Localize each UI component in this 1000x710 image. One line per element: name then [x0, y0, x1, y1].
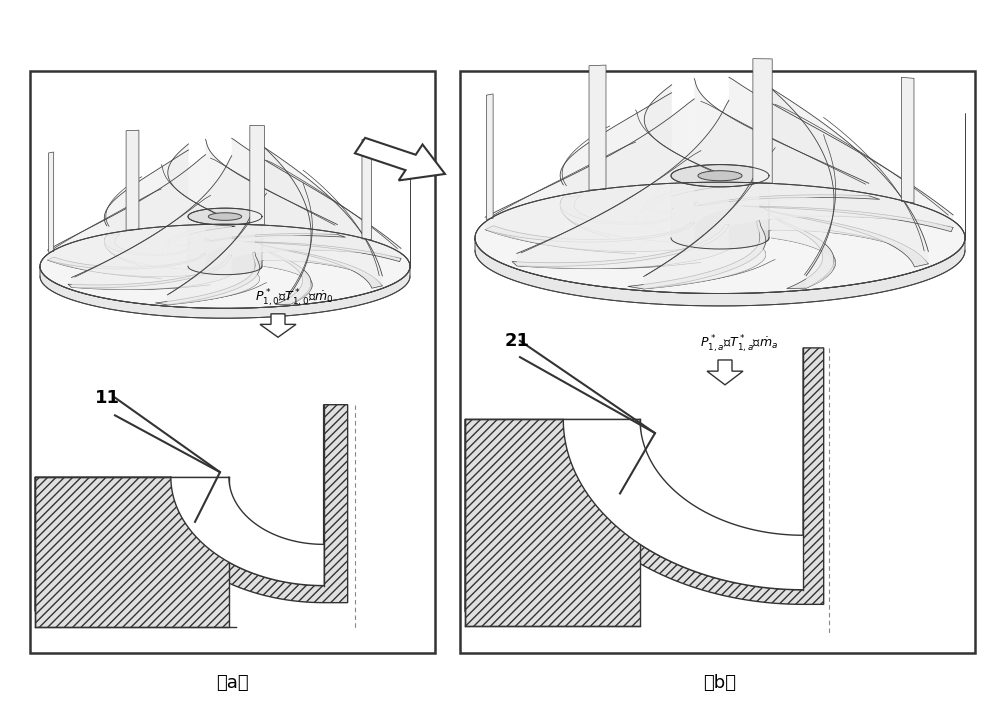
Polygon shape — [628, 221, 766, 289]
Polygon shape — [486, 94, 493, 219]
Polygon shape — [589, 65, 606, 190]
Polygon shape — [362, 139, 371, 239]
Polygon shape — [35, 477, 229, 626]
Polygon shape — [206, 139, 337, 258]
Polygon shape — [48, 253, 206, 269]
Polygon shape — [48, 155, 206, 276]
Polygon shape — [126, 130, 139, 230]
Polygon shape — [698, 170, 742, 181]
Polygon shape — [465, 348, 824, 611]
Polygon shape — [671, 175, 769, 249]
Polygon shape — [40, 224, 410, 308]
Bar — [460, 71, 975, 653]
Polygon shape — [168, 226, 235, 246]
Polygon shape — [563, 420, 803, 590]
Polygon shape — [206, 234, 346, 241]
Polygon shape — [40, 266, 410, 318]
Polygon shape — [475, 238, 965, 306]
Polygon shape — [512, 224, 729, 266]
Polygon shape — [759, 205, 928, 267]
Polygon shape — [232, 138, 401, 258]
Polygon shape — [694, 79, 869, 228]
Polygon shape — [475, 182, 965, 293]
Polygon shape — [188, 217, 262, 275]
Text: 11: 11 — [95, 388, 120, 407]
Text: $P^*_{1,0}$、$T^*_{1,0}$、$\dot{m}_0$: $P^*_{1,0}$、$T^*_{1,0}$、$\dot{m}_0$ — [255, 288, 334, 309]
Polygon shape — [104, 150, 188, 269]
Text: $P^*_{1,a}$、$T^*_{1,a}$、$\dot{m}_a$: $P^*_{1,a}$、$T^*_{1,a}$、$\dot{m}_a$ — [700, 334, 778, 355]
Polygon shape — [255, 241, 382, 288]
Polygon shape — [250, 126, 264, 225]
Polygon shape — [560, 195, 672, 224]
Polygon shape — [155, 252, 260, 305]
Polygon shape — [49, 152, 54, 252]
Polygon shape — [753, 59, 772, 183]
Polygon shape — [208, 213, 242, 220]
Polygon shape — [72, 155, 232, 290]
Polygon shape — [264, 246, 311, 305]
Polygon shape — [255, 141, 382, 286]
Polygon shape — [188, 208, 262, 225]
Bar — [30, 71, 435, 653]
Polygon shape — [485, 223, 694, 242]
Polygon shape — [901, 77, 914, 202]
Text: 21: 21 — [505, 332, 530, 350]
Polygon shape — [355, 138, 445, 180]
Polygon shape — [771, 89, 834, 288]
Polygon shape — [644, 184, 734, 213]
Polygon shape — [729, 77, 953, 227]
Polygon shape — [264, 147, 311, 305]
Polygon shape — [485, 99, 694, 251]
Text: （b）: （b） — [704, 674, 736, 692]
Polygon shape — [68, 255, 232, 288]
Polygon shape — [260, 314, 296, 337]
Polygon shape — [517, 100, 729, 269]
Polygon shape — [104, 234, 188, 256]
Polygon shape — [671, 165, 769, 187]
Polygon shape — [168, 144, 221, 263]
Polygon shape — [465, 420, 640, 626]
Polygon shape — [759, 81, 928, 264]
Polygon shape — [232, 238, 401, 261]
Polygon shape — [694, 195, 880, 206]
Polygon shape — [729, 202, 953, 231]
Polygon shape — [560, 93, 672, 242]
Text: （a）: （a） — [216, 674, 248, 692]
Polygon shape — [644, 84, 715, 234]
Polygon shape — [771, 213, 834, 288]
Polygon shape — [171, 477, 324, 586]
Polygon shape — [644, 97, 766, 289]
Polygon shape — [35, 405, 348, 611]
Polygon shape — [707, 360, 743, 385]
Polygon shape — [167, 153, 260, 305]
